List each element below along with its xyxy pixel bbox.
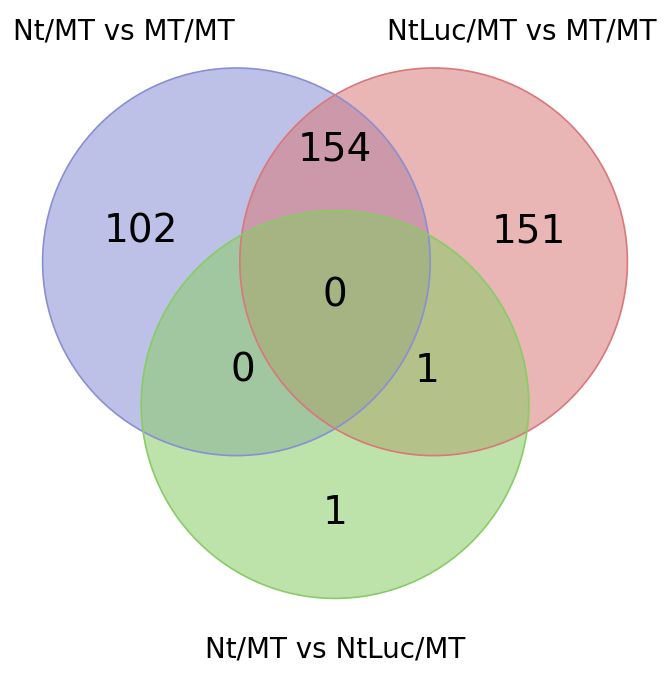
Text: 151: 151 — [492, 212, 566, 250]
Text: 1: 1 — [322, 494, 348, 532]
Circle shape — [43, 68, 430, 456]
Text: 1: 1 — [414, 352, 440, 390]
Text: 0: 0 — [231, 352, 255, 390]
Circle shape — [240, 68, 627, 456]
Text: 0: 0 — [323, 277, 347, 315]
Text: Nt/MT vs MT/MT: Nt/MT vs MT/MT — [13, 17, 235, 45]
Text: 102: 102 — [104, 212, 178, 250]
Circle shape — [141, 211, 529, 598]
Text: Nt/MT vs NtLuc/MT: Nt/MT vs NtLuc/MT — [205, 635, 465, 663]
Text: NtLuc/MT vs MT/MT: NtLuc/MT vs MT/MT — [387, 17, 657, 45]
Text: 154: 154 — [298, 131, 372, 169]
